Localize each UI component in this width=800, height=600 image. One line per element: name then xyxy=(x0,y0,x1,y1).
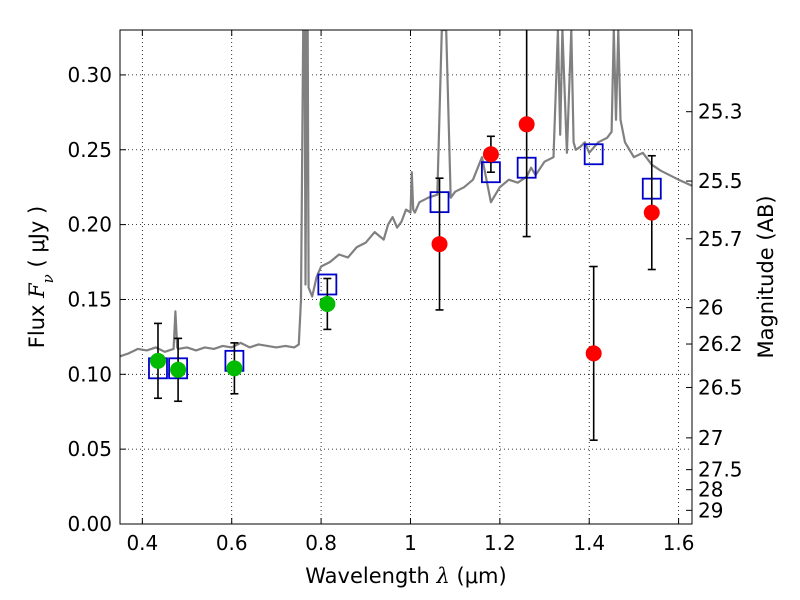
right-axis-tick-label: 26.2 xyxy=(698,332,743,356)
x-tick-label: 1 xyxy=(404,531,417,555)
y-axis-label-unit: ( μJy ) xyxy=(25,206,49,274)
observed-data-point xyxy=(518,116,535,133)
y-axis-label: Flux Fν ( μJy ) xyxy=(25,206,57,348)
x-axis-label-symbol: λ xyxy=(436,564,450,588)
x-tick-label: 0.4 xyxy=(126,531,158,555)
x-tick-label: 1.2 xyxy=(484,531,516,555)
right-axis-tick-label: 27 xyxy=(698,426,723,450)
y-tick-label: 0.25 xyxy=(67,138,112,162)
right-axis-tick-label: 29 xyxy=(698,498,723,522)
y-tick-label: 0.05 xyxy=(67,437,112,461)
x-axis-label-prefix: Wavelength xyxy=(305,564,436,588)
y-tick-label: 0.20 xyxy=(67,213,112,237)
grid xyxy=(120,30,692,525)
observed-data-point xyxy=(482,146,499,163)
observed-data-point xyxy=(319,295,336,312)
x-tick-label: 0.6 xyxy=(216,531,248,555)
x-axis-label-unit: (μm) xyxy=(450,564,507,588)
y-axis-label-symbol: F xyxy=(25,282,49,299)
y-tick-label: 0.30 xyxy=(67,63,112,87)
observed-data-point xyxy=(170,361,187,378)
observed-data-point xyxy=(226,360,243,377)
y-tick-label: 0.15 xyxy=(67,287,112,311)
right-axis-tick-label: 25.3 xyxy=(698,100,743,124)
y-axis-label-prefix: Flux xyxy=(25,298,49,348)
model-photometry-square xyxy=(583,143,604,166)
x-axis-label: Wavelength λ (μm) xyxy=(305,564,506,588)
plot-area xyxy=(120,30,692,441)
model-spectrum-line xyxy=(120,30,692,358)
right-axis-tick-label: 25.7 xyxy=(698,227,743,251)
x-tick-label: 1.6 xyxy=(663,531,695,555)
axis-ticks: 0.4 0.6 0.8 1 1.2 1.4 1.6 0.00 0.05 0.10 0.15 0.20 0… xyxy=(67,30,743,555)
observed-data-point xyxy=(643,204,660,221)
right-axis-tick-label: 25.5 xyxy=(698,169,743,193)
axes-frame xyxy=(119,29,693,525)
right-axis-label: Magnitude (AB) xyxy=(754,195,778,358)
right-axis-tick-label: 27.5 xyxy=(698,458,743,482)
x-tick-label: 0.8 xyxy=(305,531,337,555)
y-tick-label: 0.00 xyxy=(67,512,112,536)
x-tick-label: 1.4 xyxy=(573,531,605,555)
y-axis-label-subscript: ν xyxy=(39,274,57,283)
right-axis-tick-label: 26.5 xyxy=(698,375,743,399)
right-axis-tick-label: 26 xyxy=(698,296,723,320)
observed-data-point xyxy=(585,345,602,362)
observed-data-point xyxy=(431,236,448,253)
right-axis-tick-label: 28 xyxy=(698,478,723,502)
y-tick-label: 0.10 xyxy=(67,362,112,386)
observed-data-point xyxy=(149,352,166,369)
